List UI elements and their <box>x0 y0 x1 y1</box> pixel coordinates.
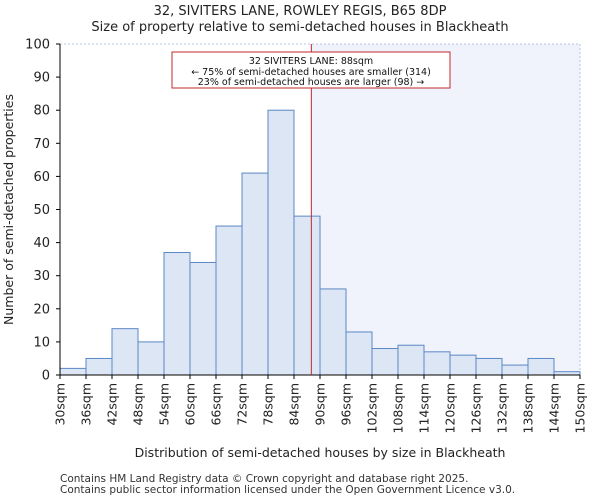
x-tick-label: 72sqm <box>235 383 250 426</box>
histogram-bar <box>319 288 347 376</box>
x-tick-label: 90sqm <box>313 383 328 426</box>
x-tick-label: 108sqm <box>391 383 406 433</box>
annotation-smaller: ← 75% of semi-detached houses are smalle… <box>191 67 431 78</box>
y-tick-label: 40 <box>33 236 50 251</box>
x-tick-label: 150sqm <box>573 383 588 433</box>
histogram-bar <box>189 261 217 376</box>
y-tick-label: 20 <box>33 302 50 317</box>
x-tick-label: 36sqm <box>79 383 94 426</box>
x-tick-label: 30sqm <box>53 383 68 426</box>
histogram-bar <box>449 354 477 376</box>
x-tick-label: 138sqm <box>521 383 536 433</box>
histogram-bar <box>475 357 503 376</box>
x-axis-label: Distribution of semi-detached houses by … <box>135 445 506 460</box>
x-tick-label: 120sqm <box>443 383 458 433</box>
histogram-bar <box>371 348 399 376</box>
x-tick-label: 144sqm <box>547 383 562 433</box>
x-tick-label: 114sqm <box>417 383 432 433</box>
histogram-bar <box>137 341 165 376</box>
y-tick-label: 50 <box>33 203 50 218</box>
histogram-bar <box>215 225 243 376</box>
histogram-bar <box>345 331 373 376</box>
histogram-bar <box>267 109 295 376</box>
histogram-bar <box>85 357 113 376</box>
x-tick-label: 54sqm <box>157 383 172 426</box>
histogram-bar <box>59 367 87 376</box>
x-tick-label: 132sqm <box>495 383 510 433</box>
x-tick-label: 42sqm <box>105 383 120 426</box>
annotation-box <box>171 51 451 89</box>
y-axis-label: Number of semi-detached properties <box>1 94 16 325</box>
histogram-bar <box>293 215 321 376</box>
y-tick-label: 90 <box>33 71 50 86</box>
footer-licence: Contains public sector information licen… <box>60 484 516 496</box>
annotation-title: 32 SIVITERS LANE: 88sqm <box>249 56 373 67</box>
chart-title: 32, SIVITERS LANE, ROWLEY REGIS, B65 8DP <box>153 4 447 19</box>
footer-copyright: Contains HM Land Registry data © Crown c… <box>60 473 469 485</box>
histogram-bar <box>423 351 451 376</box>
x-tick-label: 66sqm <box>209 383 224 426</box>
x-tick-label: 78sqm <box>261 383 276 426</box>
larger-region <box>311 44 580 375</box>
x-tick-label: 126sqm <box>469 383 484 433</box>
histogram-bar <box>501 364 529 376</box>
y-tick-label: 70 <box>33 137 50 152</box>
y-tick-label: 100 <box>25 38 50 53</box>
histogram-bar <box>163 252 191 376</box>
histogram-bar <box>397 344 425 376</box>
y-tick-label: 60 <box>33 170 50 185</box>
annotation-larger: 23% of semi-detached houses are larger (… <box>198 77 425 88</box>
histogram-bar <box>241 172 269 376</box>
y-tick-label: 30 <box>33 269 50 284</box>
y-tick-label: 0 <box>42 369 50 384</box>
chart-subtitle: Size of property relative to semi-detach… <box>91 20 509 35</box>
histogram-bar <box>111 328 139 376</box>
y-tick-label: 80 <box>33 104 50 119</box>
x-tick-label: 48sqm <box>131 383 146 426</box>
x-tick-label: 60sqm <box>183 383 198 426</box>
x-tick-label: 84sqm <box>287 383 302 426</box>
histogram-bar <box>527 357 555 376</box>
y-tick-label: 10 <box>33 335 50 350</box>
x-tick-label: 96sqm <box>339 383 354 426</box>
x-tick-label: 102sqm <box>365 383 380 433</box>
